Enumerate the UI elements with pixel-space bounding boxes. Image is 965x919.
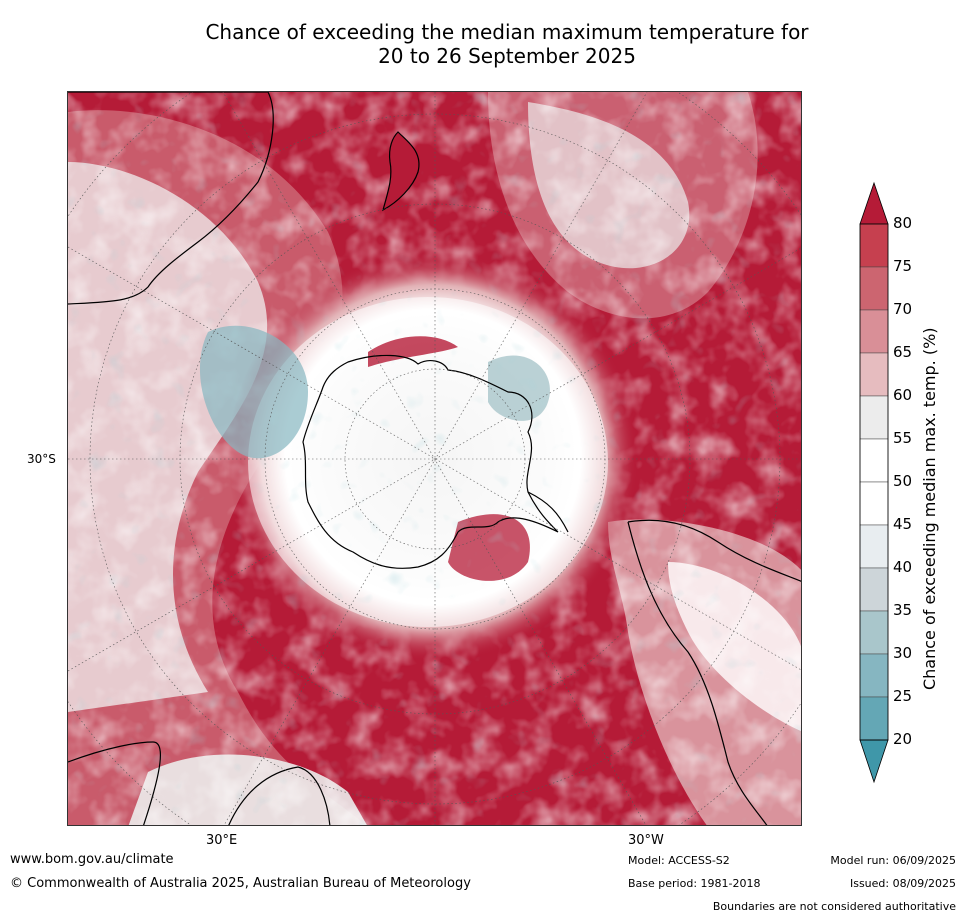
colorbar-tick-label: 80 [893, 214, 913, 232]
colorbar-segment [859, 266, 889, 311]
south-america-outline [627, 519, 801, 825]
footer-model-run: Model run: 06/09/2025 [830, 854, 956, 867]
footer-disclaimer: Boundaries are not considered authoritat… [712, 900, 956, 913]
colorbar-segment [859, 309, 889, 354]
colorbar-segment [859, 610, 889, 655]
colorbar-outline [859, 223, 889, 741]
new-zealand-outline [382, 131, 420, 212]
colorbar-tick-label: 70 [893, 300, 913, 318]
colorbar-tick-label: 40 [893, 558, 913, 576]
footer-issued: Issued: 08/09/2025 [849, 877, 956, 890]
colorbar-segment [859, 481, 889, 526]
colorbar-segment [859, 524, 889, 569]
colorbar-segment [859, 223, 889, 268]
colorbar-extend-high [859, 181, 889, 225]
australia-east-coast [68, 92, 274, 305]
colorbar-segment [859, 653, 889, 698]
colorbar-tick-label: 65 [893, 343, 913, 361]
title-line-1: Chance of exceeding the median maximum t… [205, 20, 809, 44]
footer-model: Model: ACCESS-S2 [628, 854, 730, 867]
colorbar-tick-label: 20 [893, 730, 913, 748]
colorbar-segment [859, 438, 889, 483]
colorbar-tick-label: 35 [893, 601, 913, 619]
colorbar-tick-label: 45 [893, 515, 913, 533]
graticule [68, 92, 801, 825]
lat-label-30s: 30°S [27, 452, 56, 466]
colorbar-extend-low [859, 739, 889, 784]
antarctic-peninsula [527, 491, 569, 533]
title-line-2: 20 to 26 September 2025 [378, 44, 636, 68]
footer-base-period: Base period: 1981-2018 [628, 877, 761, 890]
colorbar-tick-label: 30 [893, 644, 913, 662]
colorbar-segment [859, 352, 889, 397]
lon-label-30w: 30°W [628, 833, 664, 848]
lon-label-30e: 30°E [206, 833, 238, 848]
colorbar-segment [859, 395, 889, 440]
colorbar-segment [859, 696, 889, 741]
colorbar-tick-label: 60 [893, 386, 913, 404]
colorbar-tick-label: 25 [893, 687, 913, 705]
map-panel[interactable] [67, 91, 802, 826]
map-svg [68, 92, 801, 825]
colorbar-tick-label: 75 [893, 257, 913, 275]
bottom-left-coast [68, 741, 331, 825]
antarctica-outline [302, 354, 559, 569]
colorbar-segment [859, 567, 889, 612]
colorbar [859, 181, 889, 784]
colorbar-tick-label: 50 [893, 472, 913, 490]
map-title: Chance of exceeding the median maximum t… [67, 20, 947, 68]
colorbar-label: Chance of exceeding median max. temp. (%… [920, 327, 939, 690]
footer-copyright: © Commonwealth of Australia 2025, Austra… [10, 876, 471, 891]
footer-url[interactable]: www.bom.gov.au/climate [10, 852, 174, 867]
colorbar-tick-label: 55 [893, 429, 913, 447]
